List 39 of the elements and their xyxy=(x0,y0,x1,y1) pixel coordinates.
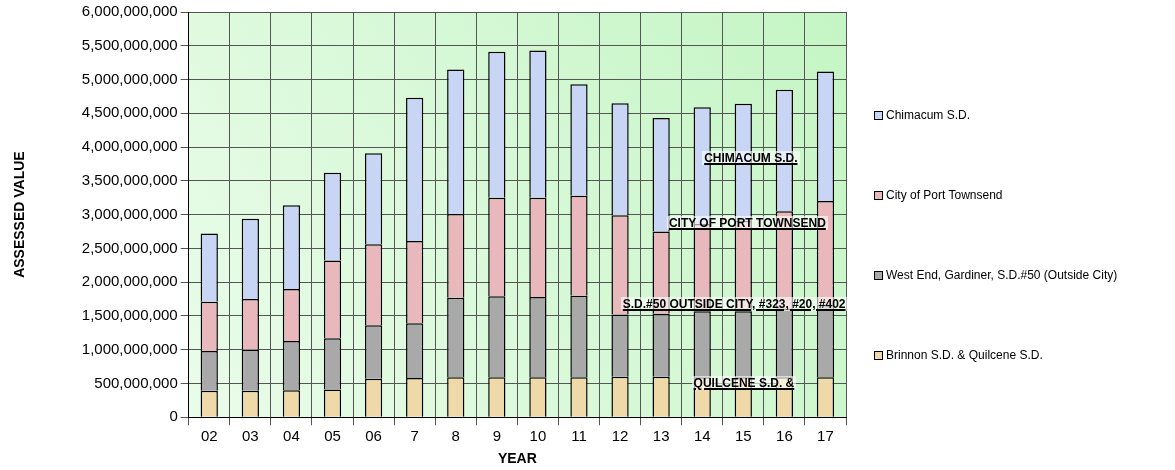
y-tick-label: 2,500,000,000 xyxy=(81,238,178,256)
x-tick-label: 05 xyxy=(324,427,341,445)
annotation: S.D.#50 OUTSIDE CITY, #323, #20, #402 xyxy=(620,296,848,311)
y-tick-label: 1,000,000,000 xyxy=(81,339,178,357)
y-tick-label: 4,000,000,000 xyxy=(81,137,178,155)
y-tick-label: 0 xyxy=(169,407,178,425)
y-tick-label: 2,000,000,000 xyxy=(81,272,178,290)
annotation: CHIMACUM S.D. xyxy=(702,150,800,165)
y-axis-title: ASSESSED VALUE xyxy=(11,151,28,278)
x-tick-label: 15 xyxy=(734,427,752,445)
y-tick-label: 500,000,000 xyxy=(94,373,178,391)
x-axis-title: YEAR xyxy=(497,450,537,467)
y-tick-label: 3,500,000,000 xyxy=(81,170,178,188)
annotation: CITY OF PORT TOWNSEND xyxy=(666,215,828,230)
x-tick-label: 9 xyxy=(492,427,501,445)
text: Chimacum S.D. xyxy=(886,108,971,122)
x-tick-label: 06 xyxy=(365,427,382,445)
y-tick-label: 1,500,000,000 xyxy=(81,306,178,324)
annotation: QUILCENE S.D. & xyxy=(691,375,797,390)
x-tick-label: 16 xyxy=(776,427,793,445)
y-tick-label: 5,500,000,000 xyxy=(81,35,178,53)
y-tick-label: 3,000,000,000 xyxy=(81,204,178,222)
x-tick-label: 17 xyxy=(817,427,834,445)
y-tick-label: 4,500,000,000 xyxy=(81,103,178,121)
x-tick-label: 11 xyxy=(571,427,587,445)
legend-label: West End, Gardiner, S.D.#50 (Outside City) xyxy=(886,268,1118,282)
legend-label: City of Port Townsend xyxy=(886,188,1003,202)
y-tick-label: 6,000,000,000 xyxy=(81,2,178,20)
x-tick-label: 14 xyxy=(693,427,711,445)
x-tick-label: 12 xyxy=(611,427,629,445)
x-tick-label: 04 xyxy=(283,427,300,445)
x-tick-label: 03 xyxy=(242,427,259,445)
y-tick-label: 5,000,000,000 xyxy=(81,69,178,87)
x-tick-label: 13 xyxy=(652,427,670,445)
legend-label: Brinnon S.D. & Quilcene S.D. xyxy=(886,348,1043,362)
x-tick-label: 8 xyxy=(451,427,460,445)
x-tick-label: 02 xyxy=(200,427,218,445)
x-tick-label: 7 xyxy=(410,427,419,445)
x-tick-label: 10 xyxy=(529,427,547,445)
